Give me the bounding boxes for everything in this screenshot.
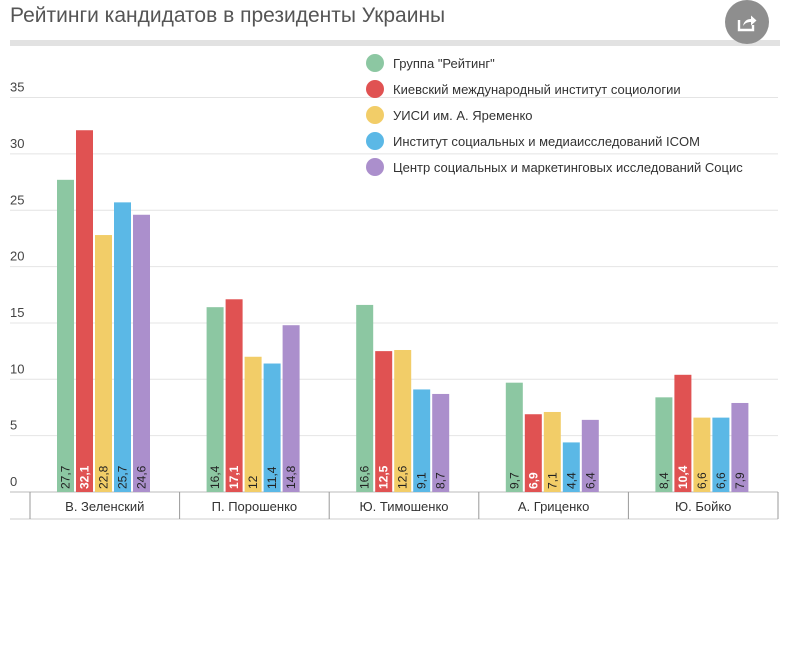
data-label: 24,6 xyxy=(135,465,149,489)
bar xyxy=(206,307,224,492)
bar xyxy=(674,374,692,492)
y-tick-label: 15 xyxy=(10,305,24,320)
legend-swatch xyxy=(366,132,384,150)
share-button[interactable] xyxy=(725,0,769,44)
x-tick-label: В. Зеленский xyxy=(65,499,144,514)
data-label: 8,7 xyxy=(434,472,448,489)
bar xyxy=(562,442,580,492)
page-title: Рейтинги кандидатов в президенты Украины xyxy=(10,4,446,27)
bar xyxy=(133,214,150,492)
y-tick-label: 5 xyxy=(10,418,17,433)
legend: Группа "Рейтинг" Киевский международный и… xyxy=(362,50,791,180)
data-label: 8,4 xyxy=(657,472,671,489)
legend-item[interactable]: Центр социальных и маркетинговых исследо… xyxy=(362,154,791,180)
bar xyxy=(356,304,374,492)
data-label: 11,4 xyxy=(265,466,279,489)
legend-label-cover xyxy=(362,76,722,96)
data-label: 6,9 xyxy=(526,472,540,489)
data-label: 7,9 xyxy=(733,472,747,489)
bar xyxy=(76,130,93,492)
y-tick-label: 0 xyxy=(10,474,17,489)
data-label: 25,7 xyxy=(116,465,130,489)
x-tick-label: П. Порошенко xyxy=(212,499,298,514)
bar xyxy=(712,417,730,492)
legend-label: Киевский международный институт социолог… xyxy=(393,81,681,97)
bar xyxy=(581,419,599,492)
data-label: 7,1 xyxy=(545,472,559,489)
y-tick-label: 25 xyxy=(10,192,24,207)
bar xyxy=(57,179,74,493)
data-label: 9,7 xyxy=(507,472,521,489)
data-label: 17,1 xyxy=(227,465,241,489)
data-label: 6,6 xyxy=(714,472,728,489)
bar xyxy=(95,235,112,492)
bar xyxy=(413,389,431,492)
data-label: 27,7 xyxy=(59,465,73,489)
data-label: 6,4 xyxy=(583,472,597,489)
bar xyxy=(505,382,523,492)
legend-item[interactable]: Киевский международный институт социолог… xyxy=(362,76,791,102)
data-label: 16,6 xyxy=(358,465,372,489)
data-label: 4,4 xyxy=(564,472,578,489)
bar xyxy=(524,414,542,492)
legend-label: Центр социальных и маркетинговых исследо… xyxy=(393,159,743,175)
legend-swatch xyxy=(366,158,384,176)
legend-label: Группа "Рейтинг" xyxy=(393,55,495,71)
bar xyxy=(114,202,131,492)
data-label: 32,1 xyxy=(78,465,92,489)
x-tick-label: Ю. Бойко xyxy=(675,499,731,514)
legend-swatch xyxy=(366,80,384,98)
data-label: 6,6 xyxy=(695,472,709,489)
data-label: 16,4 xyxy=(208,465,222,489)
y-tick-label: 35 xyxy=(10,80,24,95)
legend-swatch xyxy=(366,54,384,72)
legend-label: Институт социальных и медиаисследований … xyxy=(393,133,700,149)
bar xyxy=(375,351,393,492)
data-label: 12 xyxy=(246,475,260,489)
legend-item[interactable]: Институт социальных и медиаисследований … xyxy=(362,128,791,154)
data-label: 9,1 xyxy=(415,472,429,489)
y-tick-label: 20 xyxy=(10,249,24,264)
title-divider xyxy=(10,40,780,46)
share-icon xyxy=(737,15,757,32)
bar xyxy=(225,299,243,492)
bar xyxy=(655,397,673,492)
bar xyxy=(282,325,300,492)
x-tick-label: А. Гриценко xyxy=(518,499,589,514)
legend-swatch xyxy=(366,106,384,124)
bar xyxy=(543,411,561,492)
data-label: 22,8 xyxy=(97,465,111,489)
bar xyxy=(394,349,412,492)
x-tick-label: Ю. Тимошенко xyxy=(359,499,448,514)
data-label: 14,8 xyxy=(284,465,298,489)
y-tick-label: 10 xyxy=(10,361,24,376)
bar xyxy=(731,402,749,492)
data-label: 12,6 xyxy=(396,465,410,489)
legend-item[interactable]: Группа "Рейтинг" xyxy=(362,50,791,76)
y-tick-label: 30 xyxy=(10,136,24,151)
bar xyxy=(263,363,281,492)
bar xyxy=(244,356,262,492)
data-label: 12,5 xyxy=(377,465,391,489)
legend-item[interactable]: УИСИ им. А. Яременко xyxy=(362,102,791,128)
bar xyxy=(432,393,450,492)
legend-label: УИСИ им. А. Яременко xyxy=(393,107,533,123)
data-label: 10,4 xyxy=(676,465,690,489)
bar xyxy=(693,417,711,492)
